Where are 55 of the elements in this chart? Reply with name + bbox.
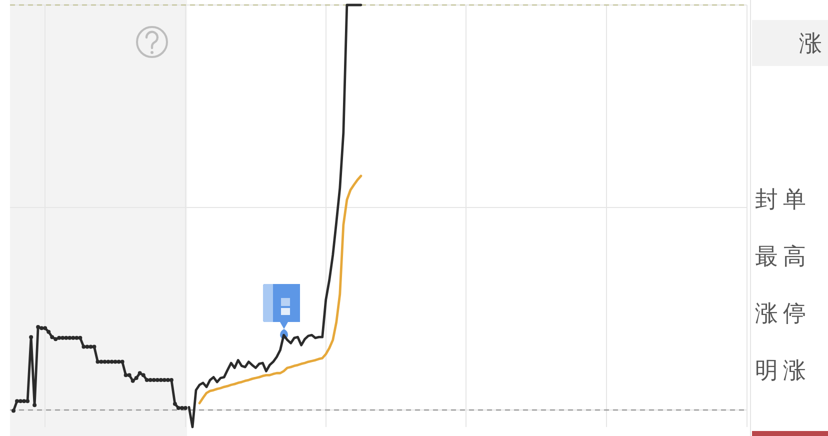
point — [120, 360, 124, 364]
point — [96, 360, 100, 364]
point — [74, 336, 79, 340]
point — [15, 399, 20, 404]
point — [102, 360, 107, 364]
point — [110, 360, 114, 364]
point — [183, 406, 188, 410]
text: 涨停 — [755, 300, 811, 328]
point — [88, 344, 93, 349]
point — [180, 406, 184, 410]
point — [172, 402, 177, 406]
point — [152, 378, 156, 382]
point — [106, 360, 110, 364]
point — [78, 336, 82, 340]
point — [29, 335, 34, 340]
point — [22, 399, 26, 404]
point — [176, 406, 180, 410]
point — [113, 360, 118, 364]
point — [162, 378, 166, 382]
point — [130, 378, 135, 383]
point — [92, 344, 96, 349]
point — [57, 336, 62, 340]
point — [99, 360, 104, 364]
point — [36, 324, 40, 329]
point — [54, 337, 58, 342]
point — [127, 373, 132, 378]
point — [26, 399, 30, 404]
point — [141, 373, 146, 378]
point — [138, 371, 142, 376]
text: 封单 — [755, 186, 811, 214]
point — [134, 376, 138, 380]
point — [71, 336, 76, 340]
point — [148, 378, 152, 382]
point — [116, 360, 121, 364]
point — [12, 408, 16, 413]
point — [40, 326, 44, 330]
point — [64, 336, 68, 340]
point — [68, 336, 72, 340]
text: 明涨 — [755, 357, 811, 385]
point — [144, 378, 149, 382]
point — [32, 403, 37, 408]
point — [124, 373, 128, 378]
point — [82, 344, 86, 349]
text: 最高 — [755, 243, 811, 271]
point — [158, 378, 163, 382]
point — [18, 399, 23, 404]
text: 涨 — [799, 30, 823, 58]
point — [43, 326, 48, 330]
point — [85, 344, 90, 349]
point — [166, 378, 170, 382]
point — [50, 335, 54, 340]
point — [155, 378, 160, 382]
point — [169, 378, 174, 382]
point — [46, 330, 51, 334]
point — [60, 336, 65, 340]
